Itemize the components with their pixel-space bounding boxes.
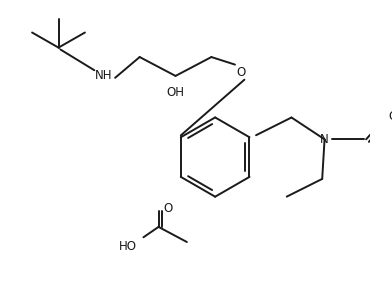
Text: O: O [236, 66, 245, 79]
Text: O: O [163, 202, 172, 215]
Text: NH: NH [95, 69, 113, 82]
Text: O: O [388, 110, 392, 123]
Text: OH: OH [167, 86, 185, 99]
Text: N: N [320, 133, 329, 146]
Text: HO: HO [119, 240, 137, 253]
